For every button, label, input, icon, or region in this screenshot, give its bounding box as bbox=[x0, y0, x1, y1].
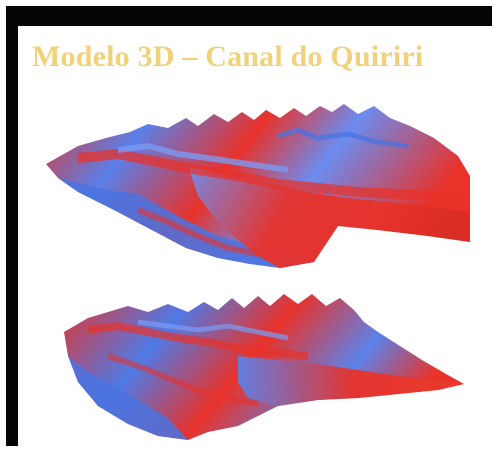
lower-terrain-model bbox=[64, 294, 464, 440]
terrain-3d-model-image bbox=[46, 104, 470, 440]
slide-frame: Modelo 3D – Canal do Quiriri bbox=[6, 6, 494, 446]
slide-panel: Modelo 3D – Canal do Quiriri bbox=[18, 26, 494, 446]
upper-terrain-model bbox=[46, 104, 470, 268]
slide-title: Modelo 3D – Canal do Quiriri bbox=[32, 40, 424, 73]
